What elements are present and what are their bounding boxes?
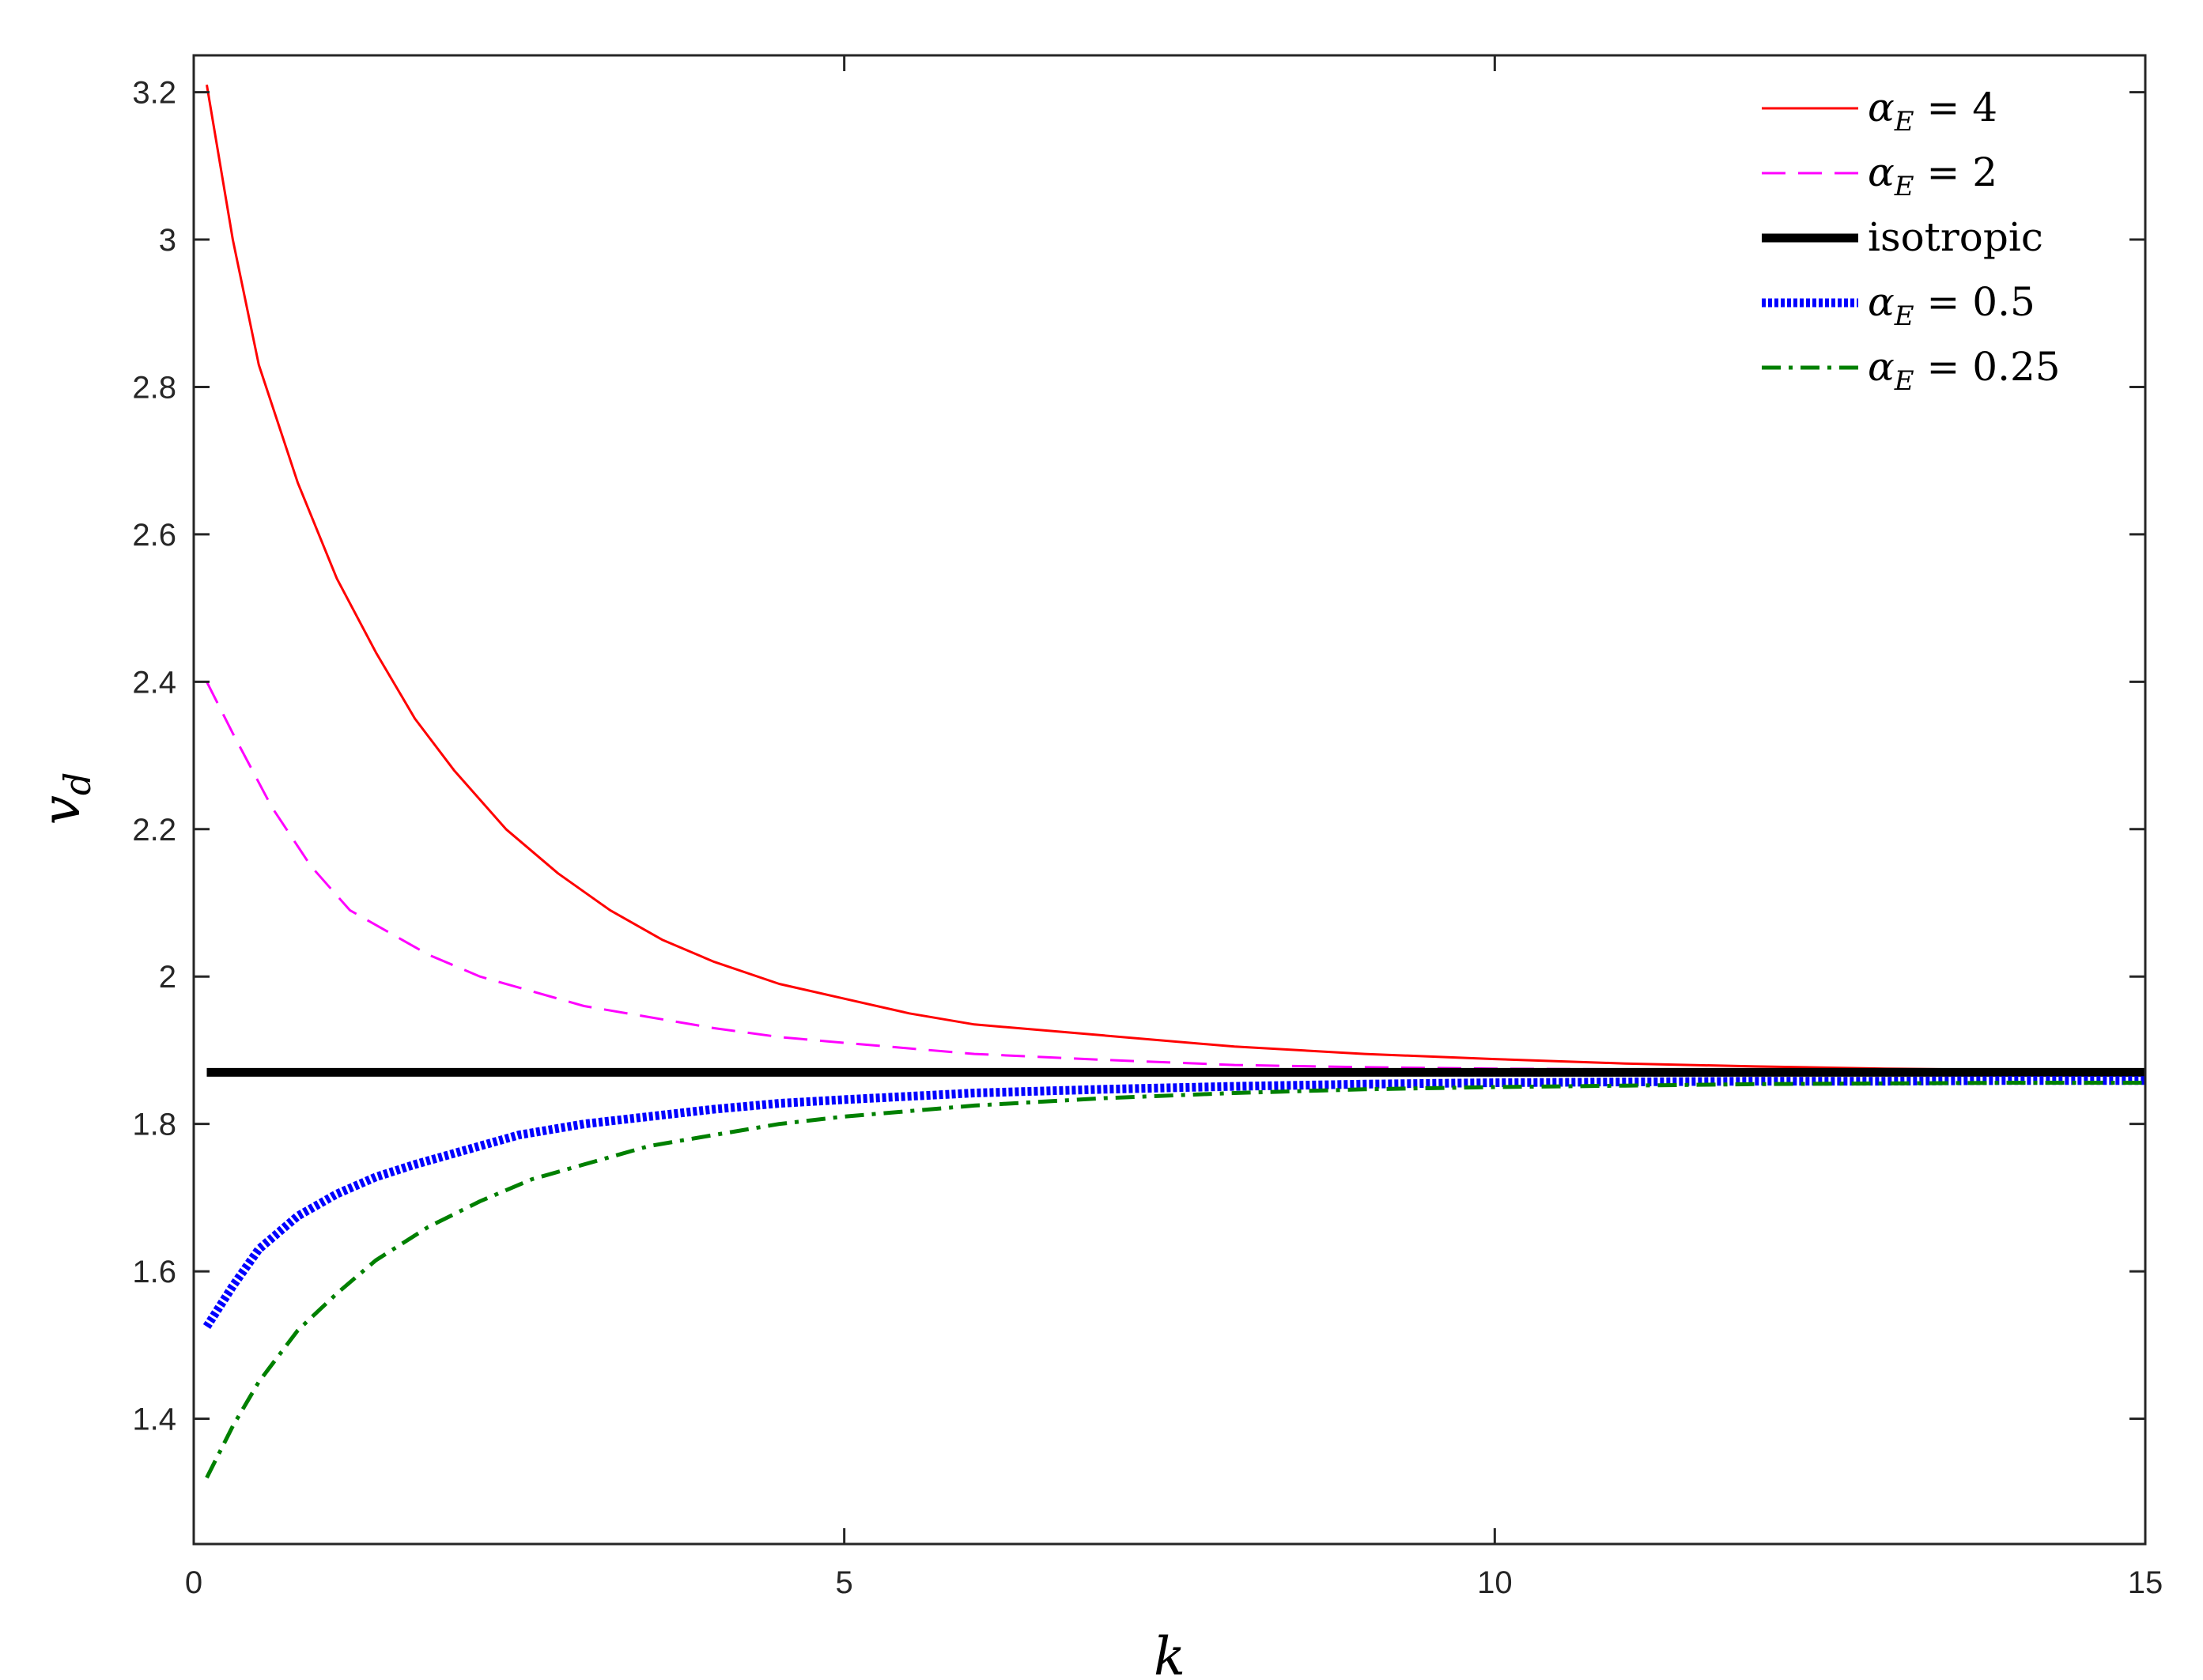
legend-label-0: αE = 4 — [1868, 85, 1997, 138]
x-tick-label: 10 — [1477, 1565, 1513, 1600]
y-tick-label: 1.4 — [132, 1403, 176, 1437]
x-tick-label: 15 — [2128, 1565, 2163, 1600]
y-axis-label-base: v — [31, 795, 92, 825]
plot-frame — [192, 54, 2147, 1546]
y-tick-label: 2.8 — [132, 370, 176, 405]
y-axis-label: vd — [31, 772, 99, 825]
legend-label-4: αE = 0.25 — [1868, 344, 2061, 397]
series-line-0 — [206, 85, 2146, 1072]
series-line-1 — [206, 681, 2146, 1073]
series-layer — [202, 85, 2146, 1479]
svg-text:vd: vd — [31, 772, 99, 825]
legend: αE = 4 αE = 2 isotropic αE = 0.5 αE = 0.25 — [1762, 85, 2061, 397]
y-tick-label: 3 — [159, 223, 176, 258]
legend-label-1: αE = 2 — [1868, 149, 1997, 202]
legend-label-3: αE = 0.5 — [1868, 279, 2035, 332]
y-axis-label-sub: d — [56, 772, 99, 795]
x-tick-label: 5 — [836, 1565, 853, 1600]
series-line-4 — [205, 1081, 2145, 1479]
y-tick-label: 3.2 — [132, 76, 176, 111]
y-tick-label: 1.6 — [132, 1255, 176, 1289]
y-tick-label: 2.4 — [132, 665, 176, 700]
legend-label-2: isotropic — [1868, 214, 2043, 260]
ticks-layer: 0 5 10 15 1.4 1.6 1.8 2 2.2 2.4 2.6 2.8 3 3.2 — [132, 55, 2163, 1600]
y-tick-label: 2 — [159, 960, 176, 995]
series-line-3 — [202, 1076, 2145, 1329]
y-tick-label: 1.8 — [132, 1108, 176, 1142]
y-tick-label: 2.2 — [132, 813, 176, 848]
x-axis-label: k — [1154, 1626, 1185, 1680]
y-tick-label: 2.6 — [132, 518, 176, 553]
x-tick-label: 0 — [185, 1565, 202, 1600]
